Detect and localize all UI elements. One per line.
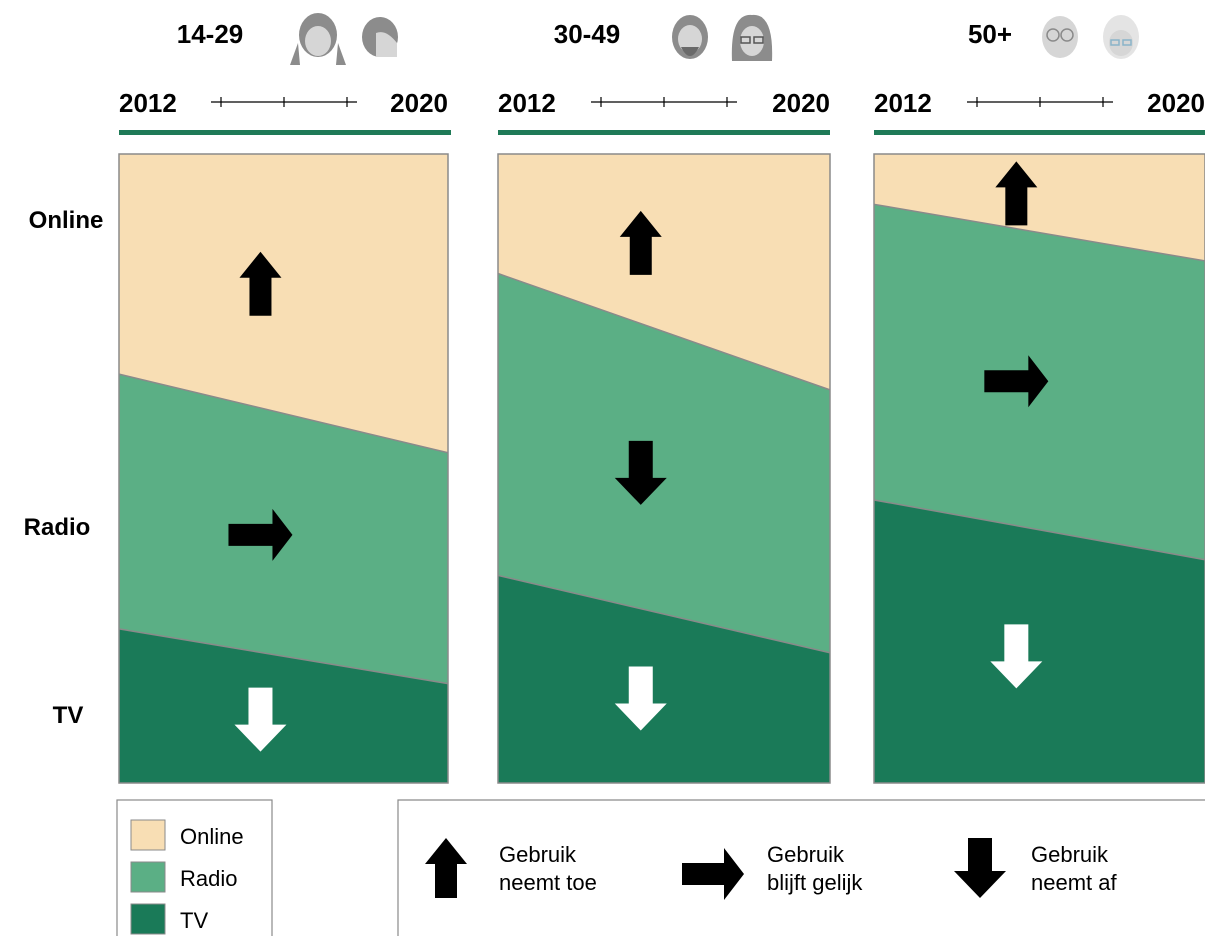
online-trend-arrow-up bbox=[995, 161, 1038, 226]
age-group-label: 30-49 bbox=[554, 19, 621, 49]
end-year-label: 2020 bbox=[390, 88, 448, 118]
arrow-legend: Gebruik neemt toe Gebruik blijft gelijk Gebr… bbox=[397, 799, 1205, 936]
elderly-woman-icon bbox=[1103, 15, 1139, 59]
end-year-label: 2020 bbox=[772, 88, 830, 118]
age-group-label: 50+ bbox=[968, 19, 1012, 49]
panel-50+: 50+ 2012 2020 bbox=[873, 19, 1205, 784]
accent-underline bbox=[874, 130, 1205, 135]
tv-trend-arrow-down bbox=[234, 687, 287, 752]
glasses-right bbox=[1060, 28, 1074, 42]
girl-icon bbox=[290, 13, 346, 65]
radio-tv-boundary bbox=[497, 574, 831, 654]
bearded-man-icon bbox=[672, 15, 708, 59]
start-year-label: 2012 bbox=[498, 88, 556, 118]
beard-shape bbox=[681, 47, 699, 56]
row-label-online: Online bbox=[29, 207, 104, 234]
face-shape bbox=[740, 26, 764, 56]
start-year-label: 2012 bbox=[874, 88, 932, 118]
panel-14-29: 14-29 2012 2020 bbox=[118, 19, 451, 784]
legend-arrow-up bbox=[425, 838, 467, 898]
legend-label-radio: Radio bbox=[180, 866, 237, 891]
start-year-label: 2012 bbox=[119, 88, 177, 118]
legend-arrow-down bbox=[954, 838, 1006, 898]
woman-glasses-icon bbox=[731, 14, 773, 62]
panel-30-49: 30-49 2012 2020 bbox=[497, 19, 831, 784]
radio-tv-boundary bbox=[118, 628, 449, 685]
age-group-label: 14-29 bbox=[177, 19, 244, 49]
radio-tv-boundary bbox=[873, 499, 1205, 561]
boy-icon bbox=[362, 17, 398, 57]
radio-trend-arrow-same bbox=[984, 355, 1049, 408]
radio-area bbox=[498, 273, 830, 653]
legend-swatch-online bbox=[130, 819, 166, 851]
arrow-legend-line2: blijft gelijk bbox=[767, 870, 863, 895]
end-year-label: 2020 bbox=[1147, 88, 1205, 118]
online-trend-arrow-up bbox=[619, 210, 662, 275]
row-label-tv: TV bbox=[53, 702, 84, 729]
legend-label-online: Online bbox=[180, 824, 244, 849]
online-radio-boundary bbox=[873, 203, 1205, 262]
online-trend-arrow-up bbox=[239, 251, 282, 316]
panel-border bbox=[118, 153, 449, 784]
tv-trend-arrow-down bbox=[614, 666, 667, 731]
arrow-legend-box bbox=[397, 799, 1205, 936]
arrow-legend-line2: neemt toe bbox=[499, 870, 597, 895]
tv-area bbox=[498, 575, 830, 783]
online-area bbox=[498, 154, 830, 390]
head-shape bbox=[1042, 16, 1078, 58]
radio-trend-arrow-down bbox=[614, 440, 667, 505]
online-radio-boundary bbox=[118, 373, 449, 454]
glasses-right bbox=[753, 36, 764, 44]
online-radio-boundary bbox=[497, 272, 831, 391]
glasses-left bbox=[1110, 39, 1120, 46]
arrow-legend-line1: Gebruik bbox=[499, 842, 577, 867]
row-label-radio: Radio bbox=[24, 514, 91, 541]
face-shape bbox=[678, 25, 702, 53]
glasses-left bbox=[1046, 28, 1060, 42]
online-area bbox=[874, 154, 1205, 261]
braid-left bbox=[290, 43, 300, 65]
legend-arrow-right bbox=[682, 848, 744, 900]
accent-underline bbox=[498, 130, 830, 135]
color-legend: Online Radio TV bbox=[116, 799, 273, 936]
arrow-legend-line2: neemt af bbox=[1031, 870, 1117, 895]
arrow-legend-line1: Gebruik bbox=[1031, 842, 1109, 867]
elderly-man-icon bbox=[1042, 16, 1078, 58]
braid-right bbox=[336, 43, 346, 65]
arrow-legend-line1: Gebruik bbox=[767, 842, 845, 867]
glasses-left bbox=[740, 36, 751, 44]
legend-label-tv: TV bbox=[180, 908, 208, 933]
panel-border bbox=[873, 153, 1205, 784]
tv-trend-arrow-down bbox=[990, 624, 1043, 689]
accent-underline bbox=[119, 130, 451, 135]
online-area bbox=[119, 154, 448, 453]
panel-border bbox=[497, 153, 831, 784]
legend-swatch-tv bbox=[130, 903, 166, 935]
face-shape bbox=[1109, 30, 1133, 56]
face-shape bbox=[305, 26, 331, 56]
face-shape bbox=[376, 32, 397, 57]
tv-area bbox=[874, 499, 1205, 783]
radio-trend-arrow-same bbox=[228, 508, 293, 561]
glasses-right bbox=[1122, 39, 1132, 46]
tv-area bbox=[119, 628, 448, 783]
legend-swatch-radio bbox=[130, 861, 166, 893]
